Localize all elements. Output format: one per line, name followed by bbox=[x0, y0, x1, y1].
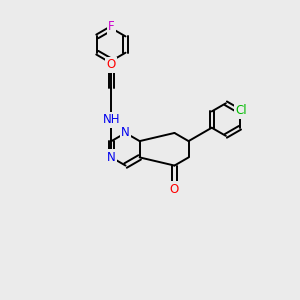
Text: N: N bbox=[121, 127, 130, 140]
Text: Cl: Cl bbox=[236, 104, 247, 117]
Text: O: O bbox=[107, 58, 116, 71]
Text: NH: NH bbox=[103, 113, 120, 126]
Text: O: O bbox=[170, 183, 179, 196]
Text: N: N bbox=[107, 151, 116, 164]
Text: F: F bbox=[108, 20, 115, 33]
